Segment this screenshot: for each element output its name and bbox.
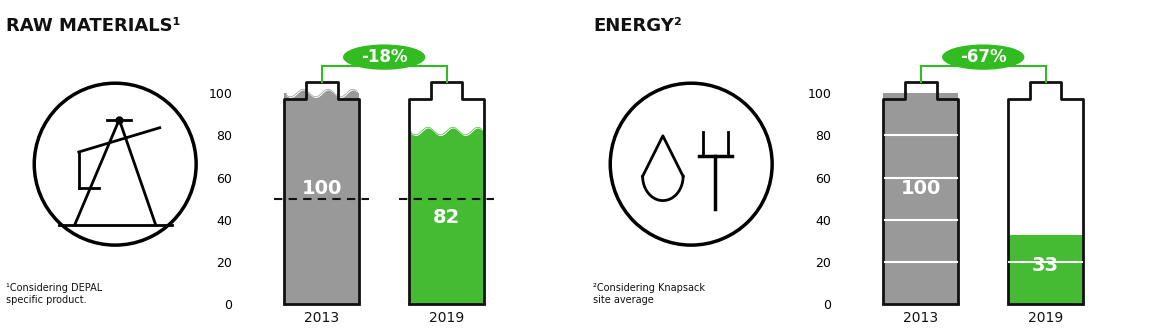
Text: 2013: 2013 bbox=[304, 311, 340, 325]
Text: 82: 82 bbox=[433, 208, 460, 227]
Text: ²Considering Knapsack
site average: ²Considering Knapsack site average bbox=[593, 283, 705, 305]
Bar bbox=[409, 131, 484, 304]
Text: ENERGY²: ENERGY² bbox=[593, 17, 682, 35]
Bar bbox=[884, 93, 958, 304]
Text: 2019: 2019 bbox=[429, 311, 464, 325]
Text: 33: 33 bbox=[1032, 257, 1059, 275]
Text: RAW MATERIALS¹: RAW MATERIALS¹ bbox=[6, 17, 180, 35]
Text: 2013: 2013 bbox=[903, 311, 939, 325]
Text: -67%: -67% bbox=[960, 48, 1007, 66]
Ellipse shape bbox=[343, 45, 425, 70]
Text: ¹Considering DEPAL
specific product.: ¹Considering DEPAL specific product. bbox=[6, 283, 103, 305]
Bar bbox=[285, 93, 359, 304]
Text: 2019: 2019 bbox=[1028, 311, 1063, 325]
Text: 100: 100 bbox=[901, 179, 941, 198]
Text: -18%: -18% bbox=[361, 48, 408, 66]
Bar bbox=[1008, 234, 1083, 304]
Text: 100: 100 bbox=[302, 179, 342, 198]
Ellipse shape bbox=[942, 45, 1024, 70]
